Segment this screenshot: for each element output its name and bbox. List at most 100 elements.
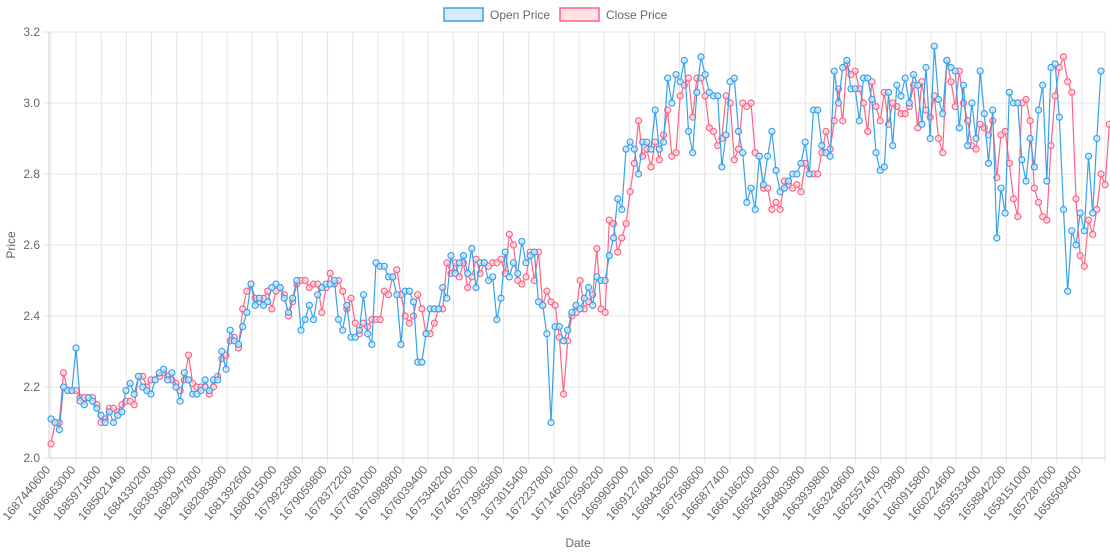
- data-point-close[interactable]: [1047, 142, 1055, 150]
- data-point-open[interactable]: [147, 390, 155, 398]
- data-point-open[interactable]: [1043, 177, 1051, 185]
- data-point-open[interactable]: [747, 184, 755, 192]
- data-point-open[interactable]: [389, 273, 397, 281]
- data-point-open[interactable]: [559, 337, 568, 345]
- data-point-open[interactable]: [497, 294, 505, 302]
- data-point-open[interactable]: [955, 124, 963, 132]
- data-point-close[interactable]: [301, 276, 309, 285]
- data-point-open[interactable]: [718, 163, 726, 171]
- data-point-open[interactable]: [51, 418, 59, 427]
- data-point-open[interactable]: [739, 149, 747, 157]
- data-point-close[interactable]: [684, 74, 693, 82]
- data-point-close[interactable]: [405, 319, 413, 327]
- data-point-close[interactable]: [851, 67, 859, 75]
- data-point-close[interactable]: [551, 301, 559, 309]
- data-point-open[interactable]: [489, 273, 497, 281]
- data-point-open[interactable]: [1089, 209, 1097, 217]
- data-point-open[interactable]: [701, 70, 709, 79]
- data-point-open[interactable]: [1030, 163, 1038, 171]
- data-point-close[interactable]: [618, 234, 626, 242]
- data-point-open[interactable]: [434, 305, 443, 313]
- data-point-open[interactable]: [251, 301, 259, 309]
- data-point-open[interactable]: [355, 326, 363, 334]
- data-point-open[interactable]: [105, 408, 113, 416]
- data-point-open[interactable]: [972, 134, 980, 143]
- data-point-open[interactable]: [518, 237, 526, 246]
- data-point-open[interactable]: [797, 159, 805, 167]
- data-point-open[interactable]: [943, 56, 951, 65]
- data-point-open[interactable]: [343, 301, 351, 309]
- data-point-open[interactable]: [418, 358, 426, 366]
- data-point-open[interactable]: [118, 408, 126, 416]
- data-point-open[interactable]: [539, 301, 547, 309]
- data-point-close[interactable]: [1084, 216, 1093, 224]
- data-point-open[interactable]: [897, 92, 905, 100]
- data-point-close[interactable]: [1030, 184, 1038, 192]
- data-point-open[interactable]: [580, 294, 588, 302]
- data-point-open[interactable]: [1080, 227, 1088, 235]
- data-point-open[interactable]: [693, 88, 701, 96]
- data-point-open[interactable]: [734, 127, 743, 135]
- data-point-open[interactable]: [205, 386, 213, 395]
- data-point-open[interactable]: [772, 166, 780, 175]
- data-point-open[interactable]: [1068, 227, 1076, 235]
- data-point-open[interactable]: [168, 369, 176, 377]
- data-point-close[interactable]: [543, 287, 551, 295]
- data-point-open[interactable]: [409, 298, 418, 306]
- data-point-close[interactable]: [522, 273, 530, 281]
- data-point-close[interactable]: [1034, 198, 1043, 206]
- data-point-open[interactable]: [176, 397, 184, 405]
- data-point-close[interactable]: [1105, 120, 1110, 128]
- data-point-open[interactable]: [243, 308, 251, 317]
- data-point-open[interactable]: [751, 205, 759, 214]
- data-point-open[interactable]: [668, 99, 676, 107]
- data-point-open[interactable]: [984, 159, 993, 167]
- data-point-open[interactable]: [814, 106, 822, 114]
- data-point-open[interactable]: [439, 284, 447, 292]
- data-point-open[interactable]: [293, 276, 301, 285]
- data-point-close[interactable]: [876, 117, 884, 125]
- data-point-close[interactable]: [268, 305, 276, 313]
- data-point-close[interactable]: [1001, 127, 1009, 135]
- data-point-open[interactable]: [1097, 67, 1105, 75]
- data-point-open[interactable]: [784, 177, 793, 185]
- data-point-open[interactable]: [493, 315, 501, 324]
- data-point-close[interactable]: [972, 145, 980, 153]
- data-point-open[interactable]: [289, 294, 297, 302]
- data-point-open[interactable]: [576, 305, 584, 313]
- data-point-open[interactable]: [234, 340, 243, 348]
- data-point-open[interactable]: [1076, 209, 1084, 217]
- data-point-open[interactable]: [889, 142, 897, 150]
- data-point-open[interactable]: [339, 326, 347, 334]
- data-point-open[interactable]: [697, 53, 705, 61]
- data-point-open[interactable]: [530, 248, 538, 256]
- data-point-close[interactable]: [430, 319, 438, 327]
- data-point-close[interactable]: [593, 244, 601, 253]
- legend-item-close[interactable]: Close Price: [559, 7, 668, 22]
- data-point-close[interactable]: [339, 287, 347, 295]
- data-point-open[interactable]: [509, 259, 518, 267]
- data-point-open[interactable]: [214, 376, 222, 384]
- data-point-open[interactable]: [393, 291, 401, 299]
- data-point-close[interactable]: [655, 156, 663, 164]
- data-point-open[interactable]: [959, 81, 968, 89]
- data-point-open[interactable]: [930, 42, 938, 50]
- data-point-open[interactable]: [522, 259, 530, 267]
- data-point-open[interactable]: [622, 145, 630, 153]
- data-point-open[interactable]: [605, 252, 613, 260]
- data-point-close[interactable]: [130, 401, 138, 409]
- data-point-open[interactable]: [543, 330, 551, 338]
- data-point-open[interactable]: [397, 340, 405, 348]
- data-point-open[interactable]: [884, 88, 893, 96]
- data-point-open[interactable]: [134, 372, 143, 380]
- data-point-close[interactable]: [47, 440, 55, 448]
- data-point-open[interactable]: [630, 145, 638, 153]
- data-point-close[interactable]: [497, 255, 505, 263]
- data-point-open[interactable]: [422, 330, 430, 338]
- data-point-open[interactable]: [872, 149, 880, 157]
- data-point-open[interactable]: [480, 259, 488, 267]
- data-point-open[interactable]: [364, 330, 372, 338]
- data-point-open[interactable]: [1055, 113, 1063, 121]
- data-point-open[interactable]: [951, 67, 959, 75]
- data-point-close[interactable]: [747, 99, 755, 107]
